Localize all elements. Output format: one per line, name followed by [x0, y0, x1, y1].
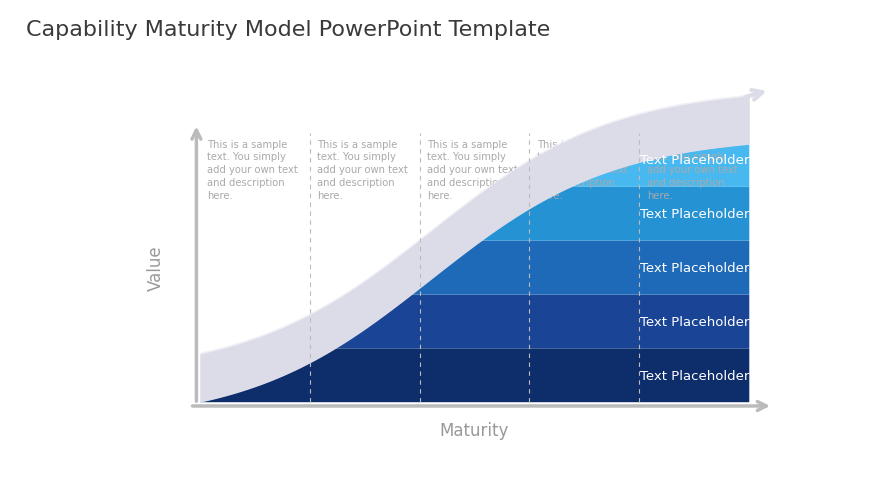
Text: Text Placeholder: Text Placeholder [639, 369, 748, 382]
Text: This is a sample
text. You simply
add your own text
and description
here.: This is a sample text. You simply add yo… [647, 140, 737, 201]
Polygon shape [411, 241, 748, 295]
Text: Text Placeholder: Text Placeholder [639, 315, 748, 328]
Polygon shape [200, 348, 748, 403]
Text: Maturity: Maturity [440, 422, 508, 440]
Text: Text Placeholder: Text Placeholder [639, 262, 748, 275]
Text: Capability Maturity Model PowerPoint Template: Capability Maturity Model PowerPoint Tem… [26, 20, 550, 40]
Text: This is a sample
text. You simply
add your own text
and description
here.: This is a sample text. You simply add yo… [427, 140, 517, 201]
Text: Text Placeholder: Text Placeholder [639, 154, 748, 167]
Polygon shape [335, 295, 748, 348]
Text: This is a sample
text. You simply
add your own text
and description
here.: This is a sample text. You simply add yo… [207, 140, 298, 201]
Text: Value: Value [147, 245, 165, 291]
Text: This is a sample
text. You simply
add your own text
and description
here.: This is a sample text. You simply add yo… [317, 140, 408, 201]
Polygon shape [481, 187, 748, 241]
Text: Text Placeholder: Text Placeholder [639, 208, 748, 221]
Polygon shape [571, 145, 748, 187]
Text: This is a sample
text. You simply
add your own text
and description
here.: This is a sample text. You simply add yo… [536, 140, 627, 201]
